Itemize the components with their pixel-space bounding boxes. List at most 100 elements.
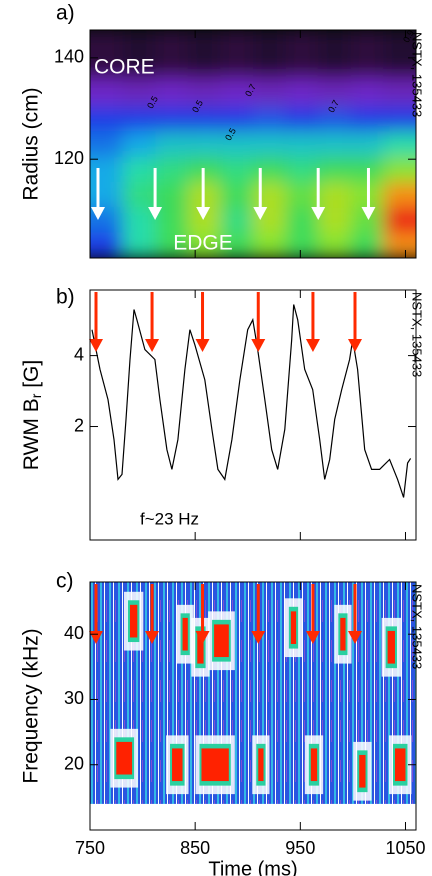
heat-cell — [383, 106, 416, 132]
heat-cell — [220, 30, 253, 76]
heat-cell — [90, 156, 123, 182]
heat-cell — [220, 182, 253, 208]
arrow-head — [196, 207, 211, 220]
arrow-head — [251, 339, 266, 352]
heat-cell — [253, 131, 286, 157]
heat-cell — [122, 182, 156, 208]
arrow-head — [348, 339, 363, 352]
heat-cell — [350, 80, 384, 106]
side-text: NSTX, 135433 — [409, 584, 424, 669]
y-axis-label: Radius (cm) — [20, 87, 43, 200]
arrow-head — [145, 631, 160, 644]
arrow-head — [311, 207, 326, 220]
y-tick-label: 2 — [74, 415, 84, 435]
y-tick-label: 120 — [54, 148, 84, 168]
heat-cell — [122, 80, 156, 106]
arrow-head — [90, 207, 105, 220]
y-tick-label: 30 — [64, 688, 84, 708]
burst — [290, 611, 297, 644]
arrow — [90, 168, 105, 220]
x-tick-label: 950 — [285, 838, 315, 858]
arrow — [145, 292, 160, 352]
heat-cell — [253, 156, 286, 182]
heat-cell — [383, 80, 416, 106]
arrow — [88, 292, 103, 352]
heat-cell — [155, 207, 188, 233]
arrow-head — [305, 631, 320, 644]
y-axis-label-sub: r — [28, 393, 44, 398]
heat-cell — [155, 156, 188, 182]
y-tick-label: 140 — [54, 47, 84, 67]
heat-cell — [220, 156, 253, 182]
heat-cell — [253, 182, 286, 208]
spectrogram — [90, 582, 416, 804]
burst — [214, 624, 229, 658]
heat-cell — [155, 182, 188, 208]
heatmap-cells — [90, 30, 416, 258]
x-tick-label: 1050 — [385, 838, 425, 858]
heat-cell — [285, 80, 319, 106]
heat-cell — [318, 30, 351, 76]
heat-cell — [220, 106, 253, 132]
y-tick-label: 4 — [74, 344, 84, 364]
heat-cell — [155, 106, 188, 132]
heat-cell — [350, 30, 384, 76]
panel-label: c) — [56, 570, 74, 593]
arrow-head — [251, 631, 266, 644]
plot-frame — [89, 581, 417, 831]
heat-cell — [155, 131, 188, 157]
arrow-head — [348, 631, 363, 644]
side-text: NSTX, 135433 — [409, 32, 424, 117]
arrow-head — [305, 339, 320, 352]
arrow-head — [253, 207, 268, 220]
heat-cell — [318, 80, 351, 106]
heat-cell — [122, 30, 156, 76]
heat-cell — [122, 207, 156, 233]
arrow — [311, 168, 326, 220]
burst — [129, 604, 138, 638]
heat-cell — [383, 131, 416, 157]
heat-cell — [318, 131, 351, 157]
y-axis-label-text: RWM B — [20, 398, 43, 470]
annotation: EDGE — [173, 232, 233, 255]
burst — [116, 741, 133, 775]
plot-frame — [89, 29, 417, 259]
heat-cell — [383, 156, 416, 182]
heat-cell — [253, 80, 286, 106]
burst — [172, 748, 183, 782]
y-axis-label: Frequency (kHz) — [20, 628, 43, 783]
heat-cell — [90, 182, 123, 208]
arrow — [348, 292, 363, 352]
y-axis-label: RWM Br [G] — [20, 360, 44, 470]
arrow — [145, 584, 160, 644]
arrow-head — [195, 631, 210, 644]
arrow-head — [195, 339, 210, 352]
arrow-head — [148, 207, 163, 220]
burst — [182, 617, 188, 651]
arrow — [305, 584, 320, 644]
heat-cell — [187, 30, 221, 76]
heat-cell — [90, 80, 123, 106]
arrow-head — [145, 339, 160, 352]
y-tick-label: 40 — [64, 623, 84, 643]
burst — [359, 754, 366, 788]
heat-cell — [318, 106, 351, 132]
line — [91, 304, 412, 498]
heat-cell — [383, 207, 416, 233]
annotation: CORE — [94, 56, 155, 79]
heat-cell — [318, 156, 351, 182]
arrow-head — [361, 207, 376, 220]
burst — [197, 630, 204, 664]
heat-cell — [187, 106, 221, 132]
heat-cell — [383, 182, 416, 208]
y-axis-label-unit: [G] — [20, 360, 43, 394]
arrow — [251, 584, 266, 644]
heat-cell — [285, 106, 319, 132]
arrow-head — [88, 339, 103, 352]
burst — [340, 617, 346, 651]
heat-cell — [285, 30, 319, 76]
panel-label: a) — [56, 2, 75, 25]
